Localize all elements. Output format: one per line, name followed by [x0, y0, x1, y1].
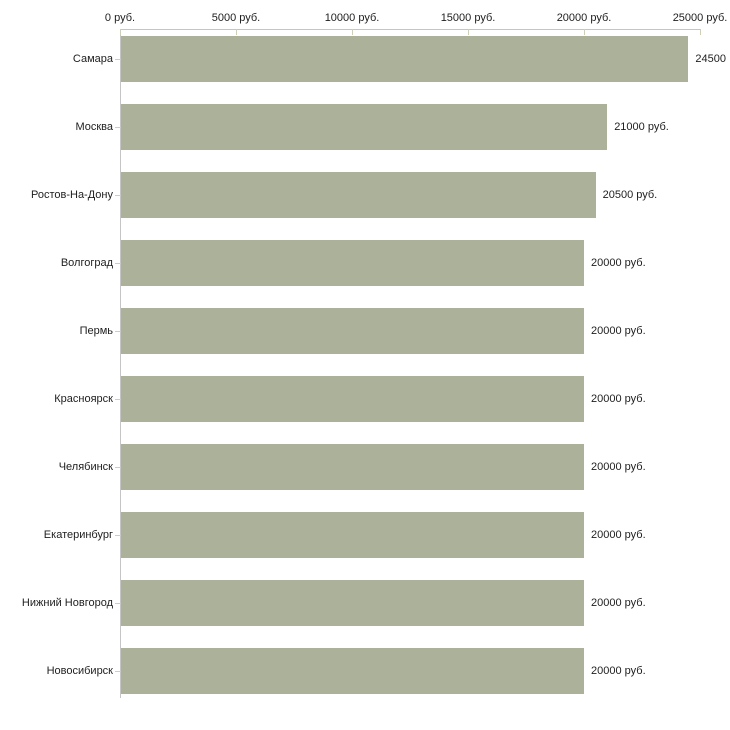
category-label: Новосибирск [46, 665, 113, 677]
category-label: Пермь [79, 325, 113, 337]
value-label: 20500 руб. [602, 189, 658, 201]
y-axis-tick-mark [115, 671, 121, 672]
x-axis-tick-label: 5000 руб. [211, 12, 261, 24]
x-axis-tick-mark [700, 29, 701, 35]
y-axis-tick-mark [115, 127, 121, 128]
bar [121, 104, 608, 150]
bar [121, 172, 596, 218]
value-label: 20000 руб. [591, 665, 646, 677]
value-label: 20000 руб. [591, 529, 646, 541]
category-label: Ростов-На-Дону [30, 189, 113, 201]
y-axis-tick-mark [115, 467, 121, 468]
y-axis-tick-mark [115, 195, 121, 196]
bar [121, 512, 584, 558]
y-axis-tick-mark [115, 263, 121, 264]
x-axis-tick-label: 0 руб. [104, 12, 136, 24]
value-label: 20000 руб. [591, 461, 646, 473]
bar [121, 376, 584, 422]
y-axis-tick-mark [115, 59, 121, 60]
category-label: Волгоград [60, 257, 113, 269]
value-label: 20000 руб. [591, 257, 646, 269]
value-label: 21000 руб. [614, 121, 669, 133]
value-label: 20000 руб. [591, 325, 646, 337]
category-label: Москва [75, 121, 113, 133]
bar [121, 36, 689, 82]
bar [121, 308, 584, 354]
x-axis-tick-mark [468, 29, 469, 35]
y-axis-tick-mark [115, 535, 121, 536]
x-axis-tick-mark [120, 29, 121, 35]
y-axis-tick-mark [115, 331, 121, 332]
x-axis-tick-label: 10000 руб. [324, 12, 380, 24]
y-axis-tick-mark [115, 399, 121, 400]
value-label: 20000 руб. [591, 393, 646, 405]
bar [121, 444, 584, 490]
x-axis-tick-label: 15000 руб. [440, 12, 496, 24]
x-axis-line [120, 29, 701, 30]
bar [121, 580, 584, 626]
y-axis-tick-mark [115, 603, 121, 604]
category-label: Нижний Новгород [21, 597, 113, 609]
x-axis-tick-mark [584, 29, 585, 35]
bar [121, 648, 584, 694]
category-label: Самара [72, 53, 113, 65]
x-axis-tick-label: 25000 руб. [672, 12, 728, 24]
value-label: 20000 руб. [591, 597, 646, 609]
x-axis-tick-mark [236, 29, 237, 35]
category-label: Красноярск [54, 393, 113, 405]
category-label: Екатеринбург [43, 529, 113, 541]
bar [121, 240, 584, 286]
y-axis-line [120, 29, 121, 698]
x-axis-tick-label: 20000 руб. [556, 12, 612, 24]
category-label: Челябинск [58, 461, 113, 473]
x-axis-tick-mark [352, 29, 353, 35]
value-label: 24500 [695, 53, 726, 65]
